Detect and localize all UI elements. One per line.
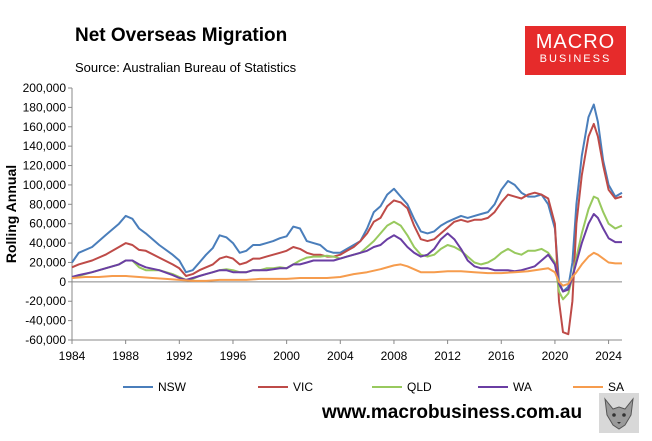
chart-title: Net Overseas Migration (75, 25, 288, 46)
x-tick-label: 2020 (542, 349, 569, 363)
x-tick-label: 1996 (220, 349, 247, 363)
legend-label-qld: QLD (407, 380, 432, 394)
x-tick-label: 1984 (59, 349, 86, 363)
y-axis-label: Rolling Annual (3, 165, 19, 263)
x-tick-label: 2016 (488, 349, 515, 363)
wolf-logo-icon (599, 393, 639, 433)
x-tick-label: 2004 (327, 349, 354, 363)
y-tick-label: 0 (59, 275, 66, 289)
legend-label-wa: WA (513, 380, 532, 394)
y-tick-label: -40,000 (25, 314, 66, 328)
series-line-nsw (71, 103, 623, 293)
footer-url[interactable]: www.macrobusiness.com.au (322, 402, 583, 423)
brand-line-1: MACRO (535, 31, 616, 53)
y-tick-label: -60,000 (25, 333, 66, 347)
y-tick-label: 40,000 (29, 236, 66, 250)
y-tick-label: 180,000 (23, 100, 67, 114)
x-tick-label: 1988 (112, 349, 139, 363)
series-line-sa (71, 251, 622, 287)
y-tick-label: 140,000 (23, 139, 67, 153)
series-line-vic (71, 122, 623, 336)
legend-label-vic: VIC (293, 380, 313, 394)
y-tick-label: 20,000 (29, 255, 66, 269)
series-line-wa (71, 213, 622, 293)
y-tick-label: -20,000 (25, 294, 66, 308)
y-tick-label: 100,000 (23, 178, 67, 192)
x-tick-label: 1992 (166, 349, 193, 363)
brand-logo: MACRO BUSINESS (525, 26, 626, 75)
legend-label-nsw: NSW (158, 380, 187, 394)
y-tick-label: 160,000 (23, 120, 67, 134)
x-tick-label: 2008 (381, 349, 408, 363)
x-tick-label: 2024 (595, 349, 622, 363)
y-tick-label: 120,000 (23, 159, 67, 173)
source-note: Source: Australian Bureau of Statistics (75, 60, 297, 75)
y-tick-label: 60,000 (29, 217, 66, 231)
y-tick-label: 80,000 (29, 197, 66, 211)
x-tick-label: 2012 (434, 349, 461, 363)
brand-line-2: BUSINESS (539, 53, 612, 65)
legend-label-sa: SA (608, 380, 624, 394)
y-tick-label: 200,000 (23, 81, 67, 95)
x-tick-label: 2000 (273, 349, 300, 363)
